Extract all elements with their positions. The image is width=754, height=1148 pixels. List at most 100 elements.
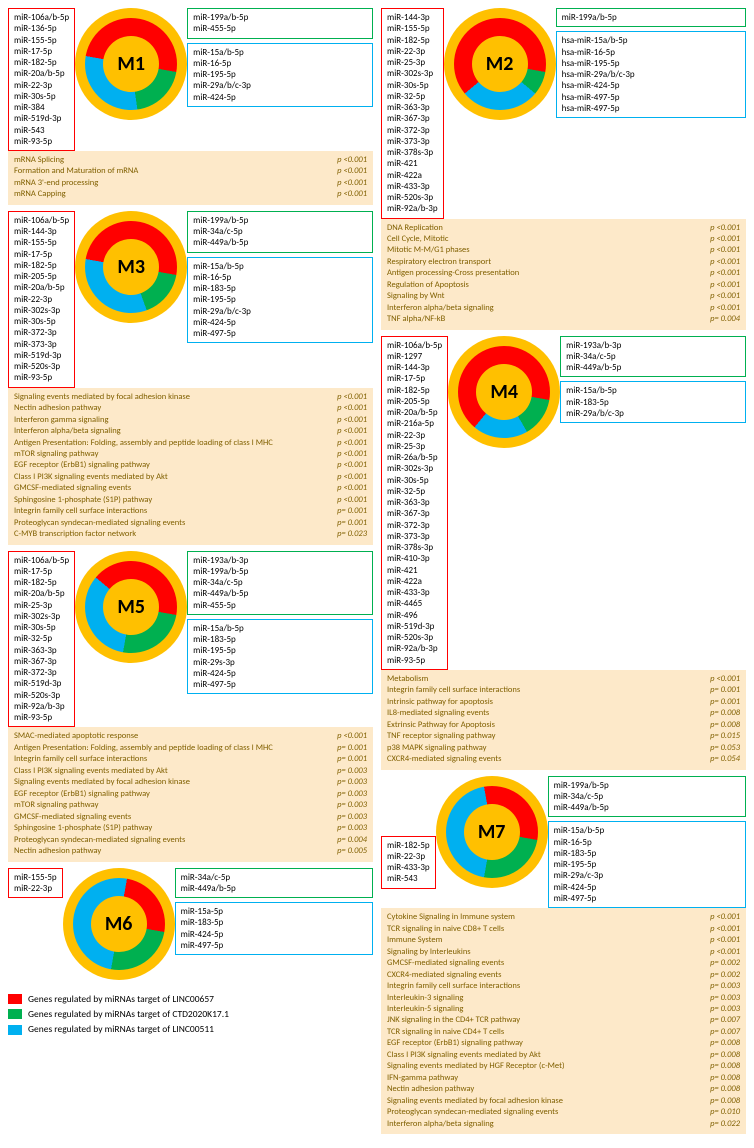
pathway-row: Extrinsic Pathway for Apoptosis p= 0.008 — [387, 720, 740, 731]
pathway-p: p= 0.003 — [337, 789, 367, 800]
mir-entry: miR-372-3p — [387, 520, 442, 531]
pathway-row: Proteoglycan syndecan-mediated signaling… — [387, 1107, 740, 1118]
pathway-row: Signaling events mediated by HGF Recepto… — [387, 1061, 740, 1072]
mir-entry: miR-422a — [387, 576, 442, 587]
pathway-name: p38 MAPK signaling pathway — [387, 743, 702, 754]
pathway-p: p <0.001 — [710, 268, 740, 279]
pathway-p: p <0.001 — [337, 495, 367, 506]
pathway-p: p= 0.001 — [337, 754, 367, 765]
pathway-name: Intrinsic pathway for apoptosis — [387, 697, 702, 708]
pathway-p: p <0.001 — [337, 178, 367, 189]
donut-label: M3 — [103, 239, 159, 295]
pathway-p: p <0.001 — [337, 449, 367, 460]
mir-entry: miR-30s-5p — [387, 475, 442, 486]
mir-entry: miR-193a/b-3p — [566, 340, 740, 351]
pathway-p: p <0.001 — [710, 257, 740, 268]
pathway-p: p= 0.003 — [337, 823, 367, 834]
legend-blue-label: Genes regulated by miRNAs target of LINC… — [28, 1022, 214, 1037]
pathway-row: mTOR signaling pathway p= 0.003 — [14, 800, 367, 811]
mir-entry: miR-22-3p — [14, 294, 69, 305]
mir-entry: miR-424-5p — [554, 882, 740, 893]
mir-entry: miR-30s-5p — [14, 622, 69, 633]
mir-entry: miR-373-3p — [387, 136, 438, 147]
pathway-row: DNA Replication p <0.001 — [387, 223, 740, 234]
mir-entry: miR-199a/b-5p — [193, 566, 367, 577]
mir-entry: miR-20a/b-5p — [14, 68, 69, 79]
pathway-p: p= 0.003 — [710, 993, 740, 1004]
mir-entry: miR-183-5p — [554, 848, 740, 859]
pathway-name: Proteoglycan syndecan-mediated signaling… — [387, 1107, 702, 1118]
mir-entry: miR-34a/c-5p — [193, 577, 367, 588]
pathway-row: EGF receptor (ErbB1) signaling pathway p… — [14, 789, 367, 800]
pathway-name: Respiratory electron transport — [387, 257, 702, 268]
mir-entry: miR-367-3p — [14, 656, 69, 667]
pathway-row: Formation and Maturation of mRNA p <0.00… — [14, 166, 367, 177]
mir-entry: hsa-miR-15a/b-5p — [562, 35, 740, 46]
module-M6: miR-155-5pmiR-22-3p M6 miR-34a/c-5pmiR-4… — [8, 868, 373, 980]
right-column: miR-144-3pmiR-155-5pmiR-182-5pmiR-22-3pm… — [381, 8, 746, 1140]
pathway-row: Interferon gamma signaling p <0.001 — [14, 415, 367, 426]
pathway-row: Sphingosine 1-phosphate (S1P) pathway p=… — [14, 823, 367, 834]
pathway-row: Class I PI3K signaling events mediated b… — [14, 766, 367, 777]
pathway-name: Cell Cycle, Mitotic — [387, 234, 702, 245]
mir-entry: miR-363-3p — [14, 645, 69, 656]
pathway-p: p <0.001 — [337, 438, 367, 449]
pathway-row: Antigen Presentation: Folding, assembly … — [14, 438, 367, 449]
mir-entry: miR-32-5p — [387, 91, 438, 102]
mir-entry: miR-22-3p — [387, 430, 442, 441]
pathway-p: p= 0.001 — [337, 518, 367, 529]
pathway-name: mRNA 3'-end processing — [14, 178, 329, 189]
mir-entry: miR-182-5p — [387, 385, 442, 396]
mir-entry: miR-30s-5p — [14, 316, 69, 327]
pathway-p: p= 0.003 — [337, 812, 367, 823]
pathway-name: TNF alpha/NF-kB — [387, 314, 702, 325]
mir-entry: miR-17-5p — [387, 373, 442, 384]
mir-entry: miR-199a/b-5p — [554, 780, 740, 791]
M1-green-mirs: miR-199a/b-5pmiR-455-5p — [187, 8, 373, 39]
mir-entry: miR-410-3p — [387, 553, 442, 564]
pathway-name: Regulation of Apoptosis — [387, 280, 702, 291]
mir-entry: miR-424-5p — [193, 668, 367, 679]
pathway-p: p= 0.005 — [337, 846, 367, 857]
pathway-row: Nectin adhesion pathway p= 0.005 — [14, 846, 367, 857]
M7-blue-mirs: miR-15a/b-5pmiR-16-5pmiR-183-5pmiR-195-5… — [548, 821, 746, 908]
pathway-row: IFN-gamma pathway p= 0.008 — [387, 1073, 740, 1084]
pathway-name: Nectin adhesion pathway — [14, 403, 329, 414]
M4-red-mirs: miR-106a/b-5pmiR-1297miR-144-3pmiR-17-5p… — [381, 336, 448, 670]
mir-entry: miR-16-5p — [193, 58, 367, 69]
mir-entry: miR-496 — [387, 610, 442, 621]
pathway-row: Cell Cycle, Mitotic p <0.001 — [387, 234, 740, 245]
pathway-row: CXCR4-mediated signaling events p= 0.002 — [387, 970, 740, 981]
pathway-p: p= 0.007 — [710, 1027, 740, 1038]
pathway-p: p= 0.001 — [710, 697, 740, 708]
M7-green-mirs: miR-199a/b-5pmiR-34a/c-5pmiR-449a/b-5p — [548, 776, 746, 818]
pathway-p: p= 0.054 — [710, 754, 740, 765]
pathway-name: CXCR4-mediated signaling events — [387, 754, 702, 765]
mir-entry: miR-520s-3p — [14, 690, 69, 701]
pathway-name: GMCSF-mediated signaling events — [387, 958, 702, 969]
legend: Genes regulated by miRNAs target of LINC… — [8, 992, 373, 1038]
mir-entry: miR-34a/c-5p — [181, 872, 367, 883]
mir-entry: miR-25-3p — [387, 57, 438, 68]
pathway-row: Sphingosine 1-phosphate (S1P) pathway p … — [14, 495, 367, 506]
mir-entry: miR-182-5p — [14, 577, 69, 588]
pathway-p: p <0.001 — [710, 280, 740, 291]
mir-entry: miR-155-5p — [14, 237, 69, 248]
legend-green: Genes regulated by miRNAs target of CTD2… — [8, 1007, 373, 1022]
pathway-name: Immune System — [387, 935, 702, 946]
mir-entry: miR-106a/b-5p — [387, 340, 442, 351]
M6-red-mirs: miR-155-5pmiR-22-3p — [8, 868, 63, 899]
pathway-row: Regulation of Apoptosis p <0.001 — [387, 280, 740, 291]
pathway-name: Mitotic M-M/G1 phases — [387, 245, 702, 256]
M4-pathways: Metabolism p <0.001 Integrin family cell… — [381, 670, 746, 770]
M3-green-mirs: miR-199a/b-5pmiR-34a/c-5pmiR-449a/b-5p — [187, 211, 373, 253]
module-M4: miR-106a/b-5pmiR-1297miR-144-3pmiR-17-5p… — [381, 336, 746, 770]
pathway-p: p <0.001 — [337, 166, 367, 177]
pathway-p: p <0.001 — [710, 245, 740, 256]
M7-pathways: Cytokine Signaling in Immune system p <0… — [381, 908, 746, 1134]
pathway-row: Cytokine Signaling in Immune system p <0… — [387, 912, 740, 923]
pathway-name: Proteoglycan syndecan-mediated signaling… — [14, 518, 329, 529]
pathway-row: Signaling by Wnt p <0.001 — [387, 291, 740, 302]
mir-entry: miR-22-3p — [387, 46, 438, 57]
mir-entry: miR-22-3p — [14, 883, 57, 894]
